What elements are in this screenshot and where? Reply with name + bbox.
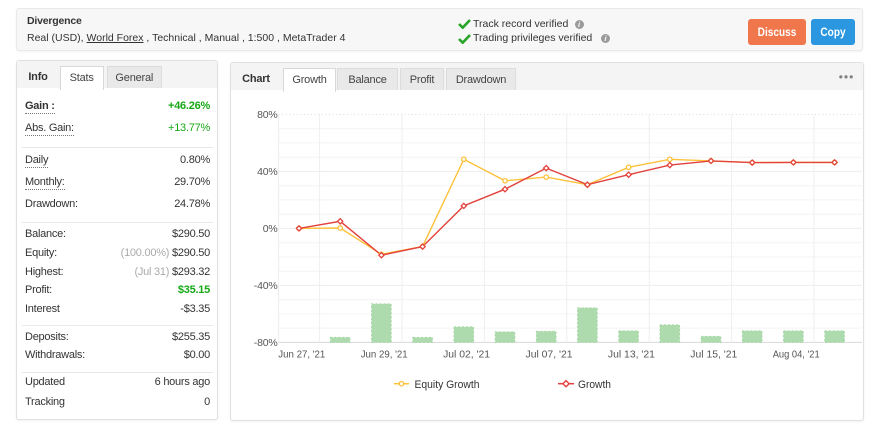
svg-text:Jul 07, '21: Jul 07, '21 bbox=[526, 349, 573, 361]
svg-text:Jul 02, '21: Jul 02, '21 bbox=[443, 349, 490, 361]
svg-text:-40%: -40% bbox=[254, 280, 278, 292]
svg-text:Jul 13, '21: Jul 13, '21 bbox=[608, 349, 655, 361]
svg-text:Equity Growth: Equity Growth bbox=[415, 379, 480, 391]
svg-text:80%: 80% bbox=[257, 109, 277, 121]
svg-text:Jun 29, '21: Jun 29, '21 bbox=[361, 349, 408, 361]
svg-text:40%: 40% bbox=[257, 166, 277, 178]
svg-text:0%: 0% bbox=[263, 223, 278, 235]
svg-text:Aug 04, '21: Aug 04, '21 bbox=[773, 349, 820, 361]
svg-text:Jun 27, '21: Jun 27, '21 bbox=[278, 349, 325, 361]
svg-text:-80%: -80% bbox=[254, 337, 278, 349]
svg-text:Growth: Growth bbox=[578, 379, 611, 391]
svg-text:Jul 15, '21: Jul 15, '21 bbox=[690, 349, 737, 361]
